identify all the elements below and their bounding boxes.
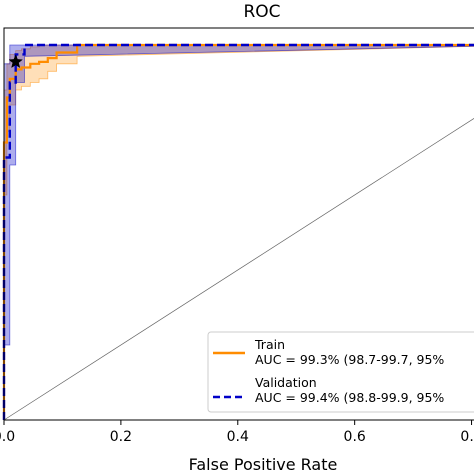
ci-band-validation xyxy=(3,44,474,420)
roc-line-train xyxy=(2,43,474,420)
legend-validation-auc: AUC = 99.4% (98.8-99.9, 95% xyxy=(255,390,444,405)
optimal-threshold-star-icon xyxy=(8,54,23,69)
x-tick-label: 0.2 xyxy=(110,429,132,445)
x-axis: 0.0 0.2 0.4 0.6 0.8 xyxy=(0,420,474,445)
chart-title: ROC xyxy=(243,2,280,22)
x-axis-label: False Positive Rate xyxy=(189,455,338,474)
plot-frame xyxy=(3,27,474,421)
x-tick-label: 0.6 xyxy=(344,429,366,445)
roc-line-validation xyxy=(2,43,474,420)
reference-diagonal-line xyxy=(3,118,474,421)
x-tick-label: 0.0 xyxy=(0,429,15,445)
legend: Train AUC = 99.3% (98.7-99.7, 95% Valida… xyxy=(207,331,474,413)
legend-train-name: Train xyxy=(254,337,285,352)
plot-area xyxy=(2,43,474,421)
legend-validation-name: Validation xyxy=(255,375,317,390)
legend-box xyxy=(207,331,474,413)
x-tick-label: 0.4 xyxy=(227,429,249,445)
legend-train-auc: AUC = 99.3% (98.7-99.7, 95% xyxy=(255,352,444,367)
x-tick-label: 0.8 xyxy=(460,429,474,445)
